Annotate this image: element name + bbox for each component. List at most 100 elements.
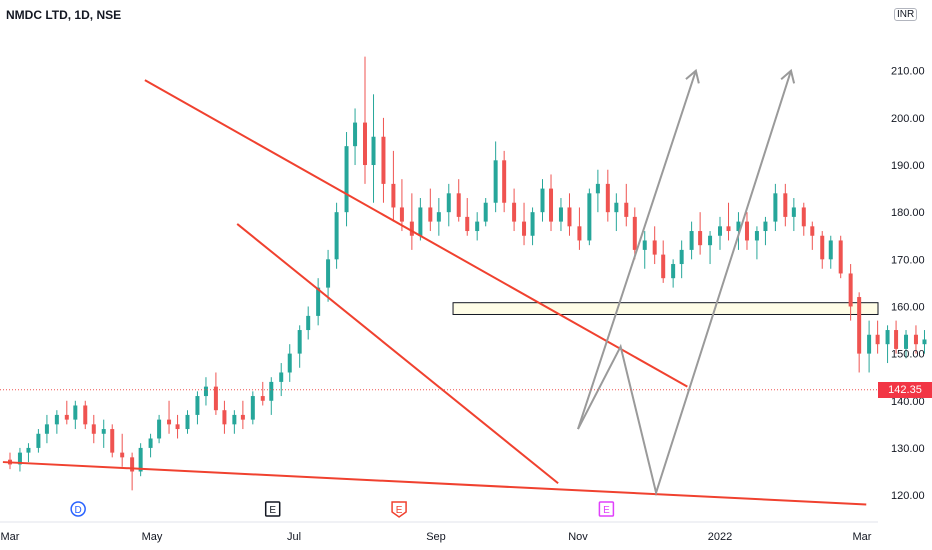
projection-arrowhead bbox=[685, 68, 700, 84]
candle-body bbox=[549, 188, 554, 222]
candle-body bbox=[614, 202, 619, 213]
candle-body bbox=[436, 212, 441, 222]
candle-body bbox=[624, 202, 629, 217]
candle-body bbox=[287, 353, 292, 373]
candle-body bbox=[353, 122, 358, 147]
candle-body bbox=[632, 216, 637, 250]
candle-body bbox=[222, 410, 227, 425]
projection-arrowhead bbox=[780, 68, 796, 84]
candle-body bbox=[577, 226, 582, 241]
candle-body bbox=[904, 334, 909, 349]
x-tick-label: Mar bbox=[853, 531, 872, 543]
candle-body bbox=[73, 405, 78, 420]
candle-body bbox=[44, 424, 49, 434]
projection-bullish-breakout bbox=[577, 70, 697, 430]
resistance-zone bbox=[452, 302, 879, 315]
candle-body bbox=[185, 414, 190, 430]
event-marker-square bbox=[264, 501, 281, 517]
event-marker-circle bbox=[70, 501, 86, 517]
candle-body bbox=[399, 207, 404, 222]
candle-body bbox=[130, 457, 135, 472]
candle-body bbox=[763, 221, 768, 232]
candle-body bbox=[446, 193, 451, 213]
candle-body bbox=[306, 315, 311, 331]
candle-body bbox=[334, 212, 339, 260]
candle-body bbox=[91, 424, 96, 434]
candle-body bbox=[36, 433, 41, 448]
trendline-upper bbox=[144, 79, 688, 388]
candle-body bbox=[213, 386, 218, 411]
candle-body bbox=[26, 447, 31, 453]
candle-body bbox=[922, 339, 927, 345]
x-tick-label: Mar bbox=[1, 531, 20, 543]
candle-body bbox=[157, 419, 162, 439]
candle-body bbox=[418, 207, 423, 236]
candle-body bbox=[736, 221, 741, 232]
y-tick-label: 120.00 bbox=[891, 490, 925, 502]
candle-body bbox=[269, 381, 274, 401]
resistance-zone-layer bbox=[452, 302, 879, 315]
candle-body bbox=[260, 396, 265, 401]
x-axis[interactable]: Mar May Jul Sep Nov 2022 Mar bbox=[0, 521, 878, 543]
candle-body bbox=[465, 216, 470, 232]
candle-body bbox=[203, 386, 208, 397]
candle-body bbox=[316, 287, 321, 316]
event-marker-label: E bbox=[603, 505, 610, 516]
candle-body bbox=[848, 273, 853, 307]
candle-body bbox=[232, 414, 237, 425]
candle-body bbox=[791, 207, 796, 217]
candle-body bbox=[110, 429, 115, 453]
candle-body bbox=[138, 447, 143, 472]
event-marker-label: E bbox=[269, 505, 276, 516]
y-tick-label: 210.00 bbox=[891, 66, 925, 78]
x-tick-label: May bbox=[142, 531, 163, 543]
candle-body bbox=[240, 414, 245, 420]
candle-body bbox=[642, 240, 647, 250]
candle-body bbox=[773, 193, 778, 222]
candle-body bbox=[428, 207, 433, 222]
x-tick-label: Jul bbox=[287, 531, 301, 543]
candle-body bbox=[540, 188, 545, 213]
candle-body bbox=[391, 183, 396, 208]
candle-body bbox=[744, 221, 749, 241]
candle-body bbox=[371, 136, 376, 166]
candle-body bbox=[867, 334, 872, 354]
y-tick-label: 180.00 bbox=[891, 207, 925, 219]
candle-body bbox=[587, 193, 592, 241]
y-tick-label: 160.00 bbox=[891, 301, 925, 313]
candle-body bbox=[175, 424, 180, 430]
y-axis[interactable]: 120.00 130.00 140.00 150.00 160.00 170.00 180.… bbox=[891, 66, 925, 502]
candle-body bbox=[820, 235, 825, 260]
candle-body bbox=[754, 231, 759, 241]
candles-layer bbox=[8, 56, 927, 491]
candle-body bbox=[558, 207, 563, 222]
candle-body bbox=[567, 207, 572, 227]
candle-body bbox=[522, 221, 527, 236]
candle-body bbox=[512, 202, 517, 222]
projection-retest-then-rally bbox=[577, 70, 792, 497]
candle-body bbox=[652, 240, 657, 255]
trendlines-layer bbox=[2, 79, 867, 506]
candle-body bbox=[64, 414, 69, 420]
candle-body bbox=[595, 183, 600, 194]
candle-body bbox=[726, 226, 731, 232]
candle-body bbox=[101, 429, 106, 434]
candle-body bbox=[148, 438, 153, 448]
candle-body bbox=[493, 160, 498, 203]
candle-body bbox=[363, 122, 367, 166]
candle-body bbox=[17, 452, 22, 465]
candle-body bbox=[530, 212, 535, 236]
candle-body bbox=[810, 226, 815, 236]
candle-body bbox=[828, 240, 833, 260]
last-price-tag: 142.35 bbox=[878, 381, 932, 398]
candle-body bbox=[83, 405, 88, 425]
candle-body bbox=[167, 419, 172, 425]
x-tick-label: Sep bbox=[426, 531, 446, 543]
candle-body bbox=[698, 231, 703, 246]
candle-body bbox=[195, 396, 200, 415]
candle-body bbox=[120, 452, 125, 458]
currency-badge[interactable]: INR bbox=[894, 8, 918, 21]
candle-body bbox=[475, 221, 480, 232]
